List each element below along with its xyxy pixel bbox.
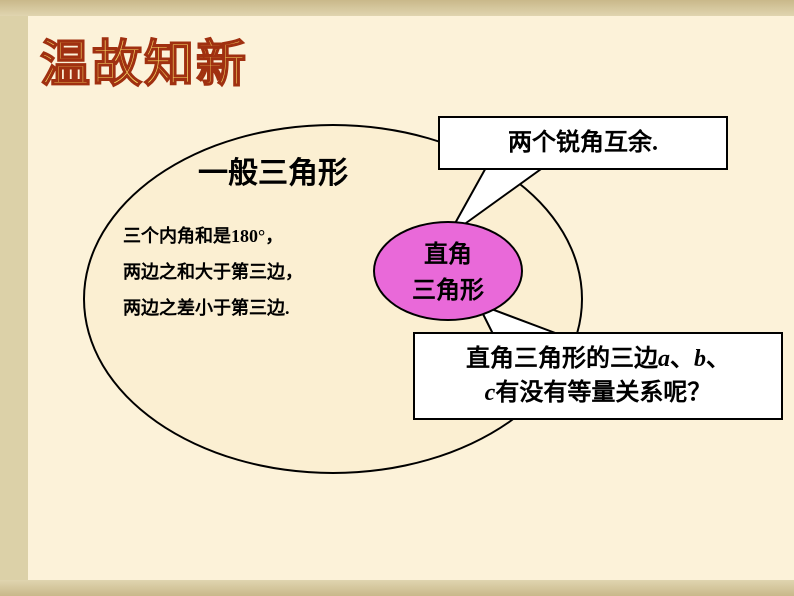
- callout2-suffix: 有没有等量关系呢？: [495, 380, 711, 406]
- var-b: b: [694, 346, 706, 372]
- right-triangle-line1: 直角: [375, 237, 521, 273]
- var-c: c: [485, 380, 496, 406]
- callout1-text: 两个锐角互余.: [508, 130, 658, 156]
- sep2: 、: [706, 346, 730, 372]
- sep1: 、: [670, 346, 694, 372]
- callout-complementary: 两个锐角互余.: [438, 116, 728, 170]
- right-triangle-line2: 三角形: [375, 273, 521, 309]
- left-border: [0, 0, 28, 596]
- top-border: [0, 0, 794, 16]
- callout2-prefix: 直角三角形的三边: [466, 346, 658, 372]
- slide: 温故知新 一般三角形 三个内角和是180°， 两边之和大于第三边， 两边之差小于…: [0, 0, 794, 596]
- callout-sides-question: 直角三角形的三边a、b、c有没有等量关系呢？: [413, 332, 783, 420]
- right-triangle-ellipse: 直角 三角形: [373, 221, 523, 321]
- var-a: a: [658, 346, 670, 372]
- slide-content: 温故知新 一般三角形 三个内角和是180°， 两边之和大于第三边， 两边之差小于…: [28, 16, 794, 580]
